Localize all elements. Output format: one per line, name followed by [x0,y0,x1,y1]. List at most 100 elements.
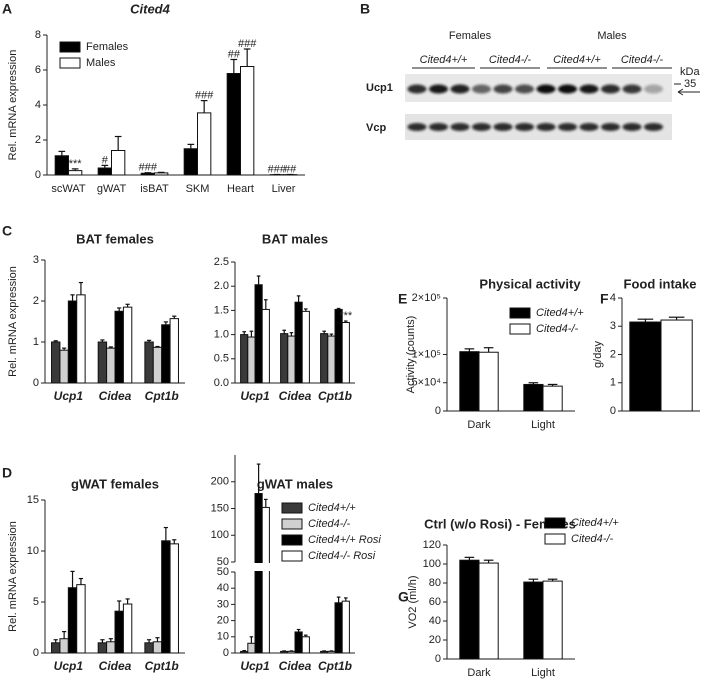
chart-title: Ctrl (w/o Rosi) - Females [424,516,576,531]
bar [161,540,171,654]
bar [542,580,563,660]
y-tick-label: 30 [217,598,229,610]
x-tick-label: Ucp1 [54,659,84,673]
bar [111,150,126,176]
bar [320,650,329,654]
band [515,84,534,94]
bar [341,600,350,654]
y-tick-label: 5 [33,596,39,608]
legend-label: Cited4-/- [308,518,351,530]
bar-chart: G Ctrl (w/o Rosi) - Females VO2 (ml/h) 0 20 4… [398,516,619,678]
y-tick-label: 6 [35,64,41,76]
x-tick-label: Cpt1b [145,659,179,673]
bar [169,543,179,654]
y-tick-label: 100 [423,558,441,570]
bar [294,631,303,654]
bar-chart: F Food intake g/day 0 1 2 3 4 [592,276,700,417]
y-tick-label: 8 [35,29,41,41]
y-axis-label: g/day [592,341,604,368]
bar [68,170,83,176]
legend-label: Females [86,41,129,53]
y-tick-label: 2×10⁵ [412,292,441,304]
bar [152,641,163,654]
band [450,123,470,131]
legend-label: Cited4+/+ [571,517,619,529]
bar [97,642,108,654]
x-tick-label: Dark [467,667,491,679]
band [579,84,599,94]
bar-chart: A Cited4 Rel. mRNA expression 0 2 4 6 8 scWAT gWA… [2,1,305,195]
western-blot: B Females Males Cited4+/+ Cited4-/- Cited4+/+… [360,1,700,140]
annotation: *** [69,158,83,170]
band-arrow [677,88,700,96]
y-tick-label: 40 [429,615,441,627]
legend-label: Cited4-/- Rosi [308,550,376,562]
y-tick-label: 0.0 [214,377,229,389]
y-tick-label: 0 [435,405,441,417]
bar [247,642,256,654]
x-tick-label: Dark [467,419,491,431]
bar [334,602,343,654]
genotype-label: Cited4+/+ [420,54,468,66]
bar [254,493,263,654]
band [493,123,513,131]
bar [226,73,241,176]
bar [59,638,69,654]
band [579,123,599,131]
bar [320,333,329,384]
y-tick-label: 1×10⁵ [412,348,441,360]
chart-title: BAT females [76,231,154,246]
annotation: ### [238,38,257,50]
x-tick-label: Cpt1b [145,389,179,403]
x-tick-label: Ucp1 [240,389,270,403]
marker-unit: kDa [680,66,700,78]
bar [660,319,693,412]
genotype-label: Cited4-/- [489,54,532,66]
bar [67,587,78,654]
x-tick-label: isBAT [140,183,169,195]
band [493,84,513,94]
bar [523,383,544,412]
row-label: Ucp1 [366,82,393,94]
bar [67,300,78,384]
legend-swatch [281,550,303,562]
y-tick-label: 2 [610,348,616,360]
chart-title: BAT males [262,231,328,246]
legend-swatch [281,518,303,530]
bar [280,650,289,654]
band [407,84,427,94]
bar [114,610,124,654]
bar [294,301,303,384]
x-tick-label: SKM [186,183,210,195]
bar [280,333,289,384]
y-tick-label: 150 [211,502,229,514]
genotype-label: Cited4-/- [621,54,664,66]
x-tick-label: Cpt1b [318,659,352,673]
group-label: Males [597,30,627,42]
bar [240,334,249,384]
annotation: *** [339,310,353,322]
bar [106,641,116,654]
genotype-label: Cited4+/+ [553,54,601,66]
bar [459,559,480,660]
panel-letter: F [600,291,609,307]
annotation: ### [195,90,214,102]
bar [287,335,296,384]
y-axis-label: Activity (counts) [405,316,417,394]
x-tick-label: Cpt1b [318,389,352,403]
y-axis-label: Rel. mRNA expression [7,50,19,161]
y-tick-label: 0 [223,647,229,659]
band [558,123,577,131]
bar [114,310,124,384]
bar [478,351,499,412]
panel-letter: C [2,223,12,239]
x-tick-label: Heart [227,183,254,195]
bar [327,335,336,384]
axis-break [229,563,357,571]
x-tick-label: Light [531,419,555,431]
bar [240,650,249,654]
band [601,84,620,94]
legend-swatch [509,307,531,319]
y-tick-label: 0 [33,647,39,659]
